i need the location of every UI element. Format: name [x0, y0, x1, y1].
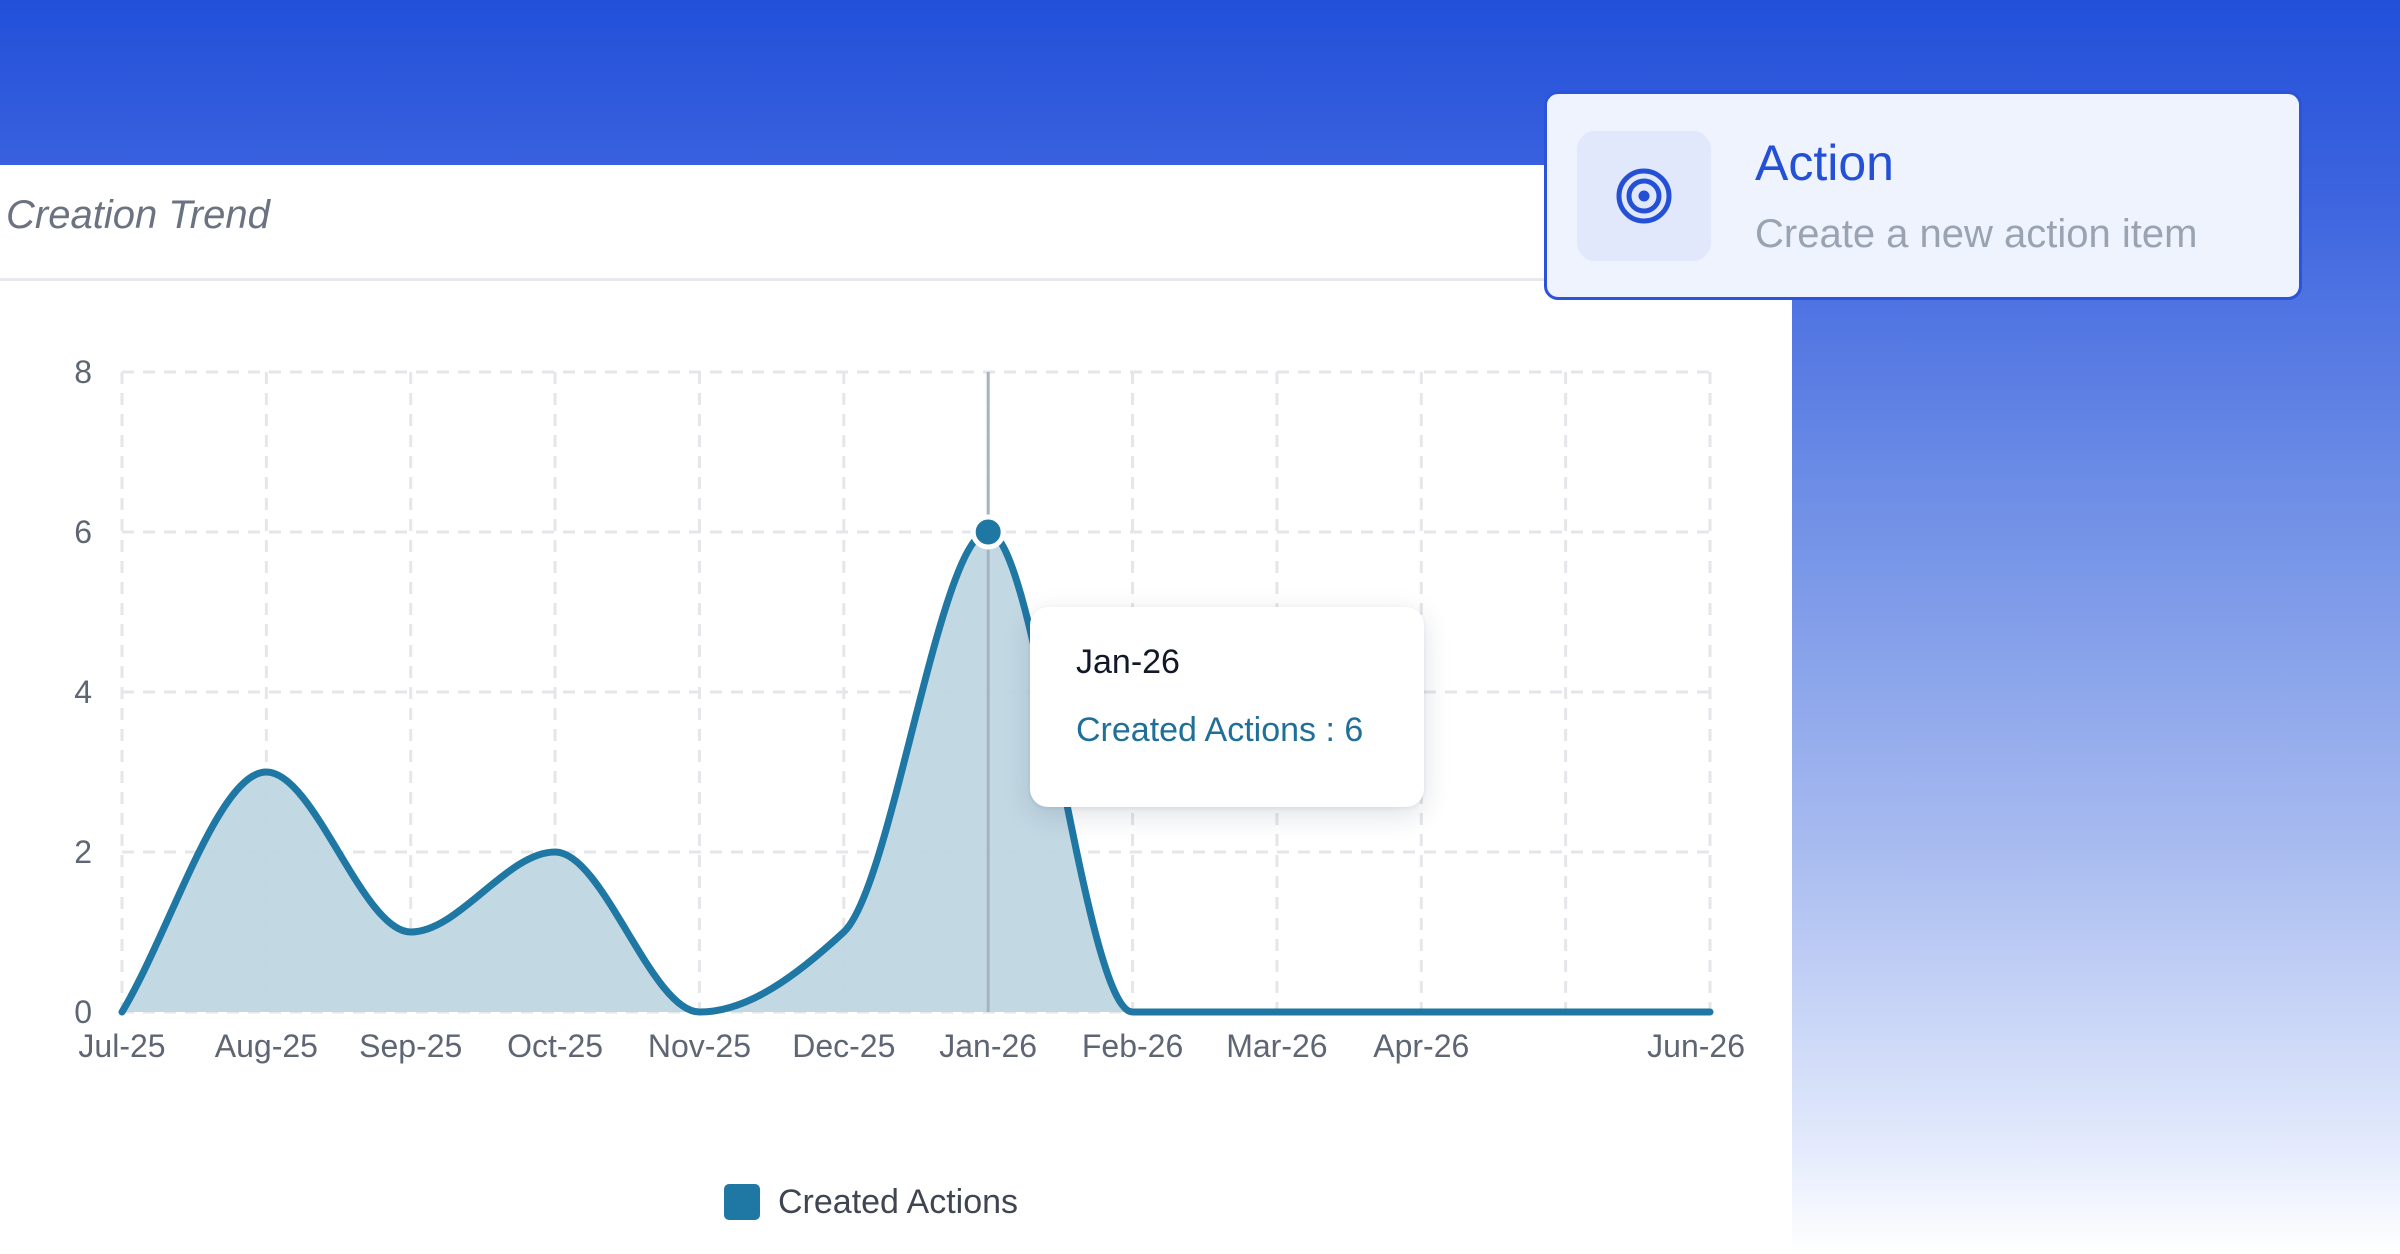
chart-legend[interactable]: Created Actions: [724, 1182, 1018, 1222]
line-layer: [118, 528, 1714, 1016]
legend-label: Created Actions: [778, 1182, 1019, 1221]
action-subtitle: Create a new action item: [1755, 212, 2198, 256]
legend-swatch: [724, 1184, 760, 1220]
x-tick-label: Sep-25: [359, 1028, 462, 1064]
x-tick-label: Feb-26: [1082, 1028, 1183, 1064]
x-tick-label: Jun-26: [1647, 1028, 1745, 1064]
series-line: [118, 528, 1714, 1016]
x-tick-label: Nov-25: [648, 1028, 751, 1064]
area-layer: [122, 532, 1710, 1012]
action-title: Action: [1755, 135, 1894, 191]
target-icon: [1616, 168, 1672, 224]
y-tick-label: 6: [74, 514, 92, 550]
action-card[interactable]: Action Create a new action item: [1544, 91, 2302, 300]
x-axis-ticks: Jul-25 Aug-25 Sep-25 Oct-25 Nov-25 Dec-25 Jan-…: [78, 1028, 1745, 1064]
tooltip-value: Created Actions : 6: [1076, 711, 1364, 749]
y-tick-label: 8: [74, 354, 92, 390]
trend-chart: 0 2 4 6 8 Jul-25 Aug-25 Sep-25 Oct-25 Nov-25 Dec-…: [74, 354, 1745, 1064]
y-tick-label: 4: [74, 674, 92, 710]
y-tick-label: 2: [74, 834, 92, 870]
chart-panel: Creation Trend: [0, 165, 1792, 1254]
y-axis-ticks: 0 2 4 6 8: [74, 354, 92, 1030]
x-tick-label: Jan-26: [939, 1028, 1037, 1064]
panel-title: Creation Trend: [6, 193, 270, 237]
x-tick-label: Aug-25: [215, 1028, 318, 1064]
series-area: [122, 532, 1710, 1012]
x-tick-label: Oct-25: [507, 1028, 603, 1064]
chart-tooltip: Jan-26 Created Actions : 6: [1030, 607, 1424, 807]
panel-header: Creation Trend: [0, 165, 1792, 281]
point-layer: [970, 514, 1006, 550]
tooltip-title: Jan-26: [1076, 643, 1180, 681]
x-tick-label: Apr-26: [1373, 1028, 1469, 1064]
action-icon-box: [1577, 131, 1711, 261]
y-tick-label: 0: [74, 994, 92, 1030]
x-tick-label: Dec-25: [792, 1028, 895, 1064]
active-data-point[interactable]: [970, 514, 1006, 550]
x-tick-label: Mar-26: [1226, 1028, 1327, 1064]
x-tick-label: Jul-25: [78, 1028, 165, 1064]
